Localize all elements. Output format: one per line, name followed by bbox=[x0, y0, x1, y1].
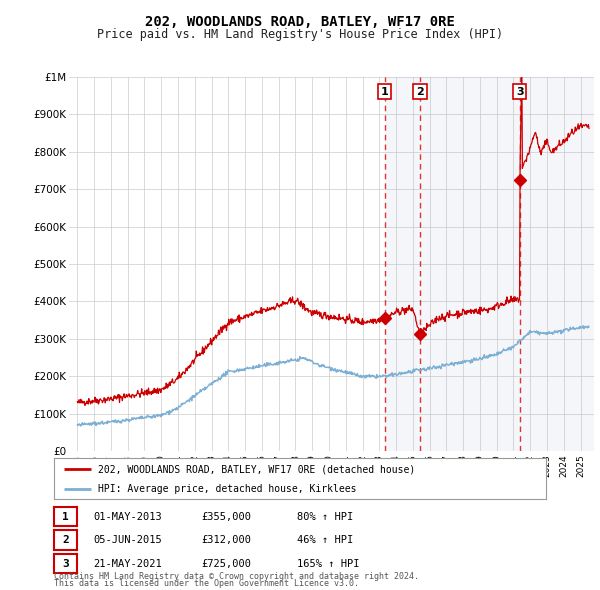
Bar bbox=[520, 77, 594, 451]
Text: 165% ↑ HPI: 165% ↑ HPI bbox=[297, 559, 359, 569]
Text: HPI: Average price, detached house, Kirklees: HPI: Average price, detached house, Kirk… bbox=[98, 484, 357, 493]
Text: £312,000: £312,000 bbox=[201, 535, 251, 545]
Text: Contains HM Land Registry data © Crown copyright and database right 2024.: Contains HM Land Registry data © Crown c… bbox=[54, 572, 419, 581]
Text: 01-MAY-2013: 01-MAY-2013 bbox=[93, 512, 162, 522]
Text: 3: 3 bbox=[62, 559, 69, 569]
Text: 21-MAY-2021: 21-MAY-2021 bbox=[93, 559, 162, 569]
Text: 1: 1 bbox=[381, 87, 389, 97]
Text: 46% ↑ HPI: 46% ↑ HPI bbox=[297, 535, 353, 545]
Bar bbox=[420, 77, 520, 451]
Text: 202, WOODLANDS ROAD, BATLEY, WF17 0RE: 202, WOODLANDS ROAD, BATLEY, WF17 0RE bbox=[145, 15, 455, 29]
Text: 3: 3 bbox=[516, 87, 524, 97]
Text: 80% ↑ HPI: 80% ↑ HPI bbox=[297, 512, 353, 522]
Text: 202, WOODLANDS ROAD, BATLEY, WF17 0RE (detached house): 202, WOODLANDS ROAD, BATLEY, WF17 0RE (d… bbox=[98, 464, 416, 474]
Text: 2: 2 bbox=[416, 87, 424, 97]
Text: £725,000: £725,000 bbox=[201, 559, 251, 569]
Text: 1: 1 bbox=[62, 512, 69, 522]
Text: 2: 2 bbox=[62, 535, 69, 545]
Text: This data is licensed under the Open Government Licence v3.0.: This data is licensed under the Open Gov… bbox=[54, 579, 359, 588]
Text: 05-JUN-2015: 05-JUN-2015 bbox=[93, 535, 162, 545]
Text: £355,000: £355,000 bbox=[201, 512, 251, 522]
Bar bbox=[385, 77, 420, 451]
Text: Price paid vs. HM Land Registry's House Price Index (HPI): Price paid vs. HM Land Registry's House … bbox=[97, 28, 503, 41]
